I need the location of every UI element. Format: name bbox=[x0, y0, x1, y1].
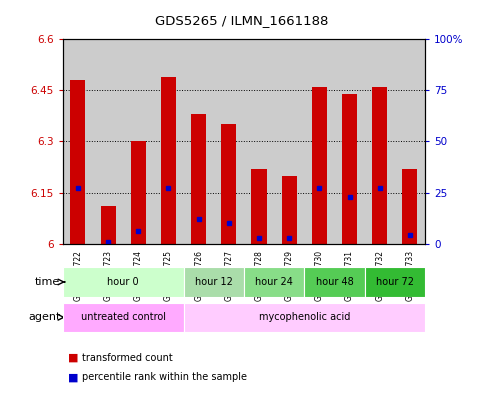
Bar bbox=[304, 267, 365, 297]
Bar bbox=[63, 39, 93, 244]
Text: hour 0: hour 0 bbox=[107, 277, 139, 287]
Bar bbox=[244, 267, 304, 297]
Bar bbox=[274, 39, 304, 244]
Text: percentile rank within the sample: percentile rank within the sample bbox=[82, 372, 247, 382]
Bar bbox=[304, 39, 334, 244]
Bar bbox=[71, 80, 85, 244]
Bar bbox=[191, 114, 206, 244]
Text: agent: agent bbox=[28, 312, 60, 322]
Bar bbox=[63, 303, 184, 332]
Text: ■: ■ bbox=[68, 353, 78, 363]
Bar bbox=[123, 39, 154, 244]
Bar bbox=[252, 169, 267, 244]
Text: hour 48: hour 48 bbox=[315, 277, 354, 287]
Bar bbox=[184, 39, 213, 244]
Bar bbox=[244, 39, 274, 244]
Bar bbox=[312, 87, 327, 244]
Bar bbox=[372, 87, 387, 244]
Bar bbox=[154, 39, 184, 244]
Bar bbox=[63, 267, 184, 297]
Bar bbox=[213, 39, 244, 244]
Bar bbox=[365, 39, 395, 244]
Text: hour 72: hour 72 bbox=[376, 277, 414, 287]
Text: hour 12: hour 12 bbox=[195, 277, 233, 287]
Text: time: time bbox=[35, 277, 60, 287]
Bar bbox=[342, 94, 357, 244]
Text: untreated control: untreated control bbox=[81, 312, 166, 322]
Bar bbox=[334, 39, 365, 244]
Bar bbox=[100, 206, 115, 244]
Text: mycophenolic acid: mycophenolic acid bbox=[258, 312, 350, 322]
Bar bbox=[93, 39, 123, 244]
Text: transformed count: transformed count bbox=[82, 353, 173, 363]
Text: ■: ■ bbox=[68, 372, 78, 382]
Bar bbox=[282, 176, 297, 244]
Bar bbox=[221, 125, 236, 244]
Bar bbox=[184, 267, 244, 297]
Bar bbox=[365, 267, 425, 297]
Bar bbox=[395, 39, 425, 244]
Bar bbox=[131, 141, 146, 244]
Bar bbox=[184, 303, 425, 332]
Text: hour 24: hour 24 bbox=[255, 277, 293, 287]
Text: GDS5265 / ILMN_1661188: GDS5265 / ILMN_1661188 bbox=[155, 14, 328, 27]
Bar bbox=[402, 169, 417, 244]
Bar bbox=[161, 77, 176, 244]
